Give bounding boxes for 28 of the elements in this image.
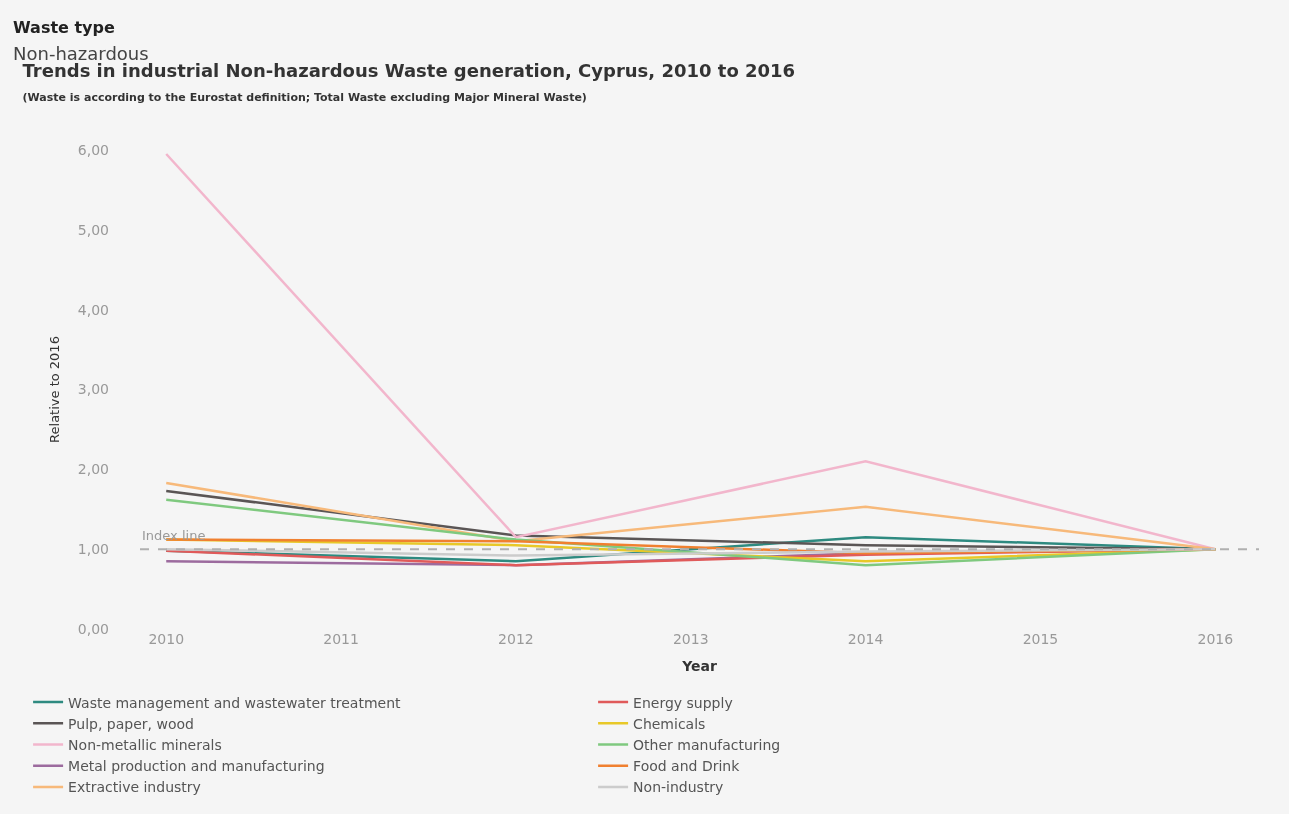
x-tick-label: 2011: [323, 631, 359, 647]
x-tick-label: 2010: [148, 631, 185, 647]
text: Waste type: [13, 18, 115, 37]
y-axis-title: Relative to 2016: [46, 336, 62, 443]
x-axis-title: Year: [681, 658, 717, 675]
x-tick-label: 2013: [672, 631, 709, 647]
legend-label: Energy supply: [633, 694, 733, 711]
legend-label: Non-industry: [633, 779, 724, 796]
y-tick-label: 0,00: [77, 620, 109, 637]
y-tick-label: 1,00: [77, 541, 109, 558]
legend-label: Waste management and wastewater treatment: [68, 694, 401, 711]
legend-label: Chemicals: [633, 715, 706, 732]
chart-subtitle: (Waste is according to the Eurostat definition; Total Waste excluding Major Mineral Waste): [22, 90, 587, 104]
legend-label: Pulp, paper, wood: [68, 715, 194, 732]
legend-label: Non-metallic minerals: [68, 736, 222, 753]
x-tick-label: 2015: [1022, 631, 1059, 647]
y-tick-label: 5,00: [77, 221, 109, 238]
y-tick-label: 2,00: [77, 461, 109, 478]
y-tick-label: 4,00: [77, 301, 109, 318]
y-tick-label: 3,00: [77, 381, 109, 398]
legend-label: Food and Drink: [633, 758, 741, 775]
y-tick-label: 6,00: [77, 141, 109, 158]
legend-label: Extractive industry: [68, 779, 201, 796]
legend-label: Other manufacturing: [633, 736, 781, 753]
x-tick-label: 2014: [847, 631, 884, 647]
legend-label: Metal production and manufacturing: [68, 758, 325, 775]
x-tick-label: 2016: [1197, 631, 1234, 647]
x-tick-label: 2012: [498, 631, 534, 647]
